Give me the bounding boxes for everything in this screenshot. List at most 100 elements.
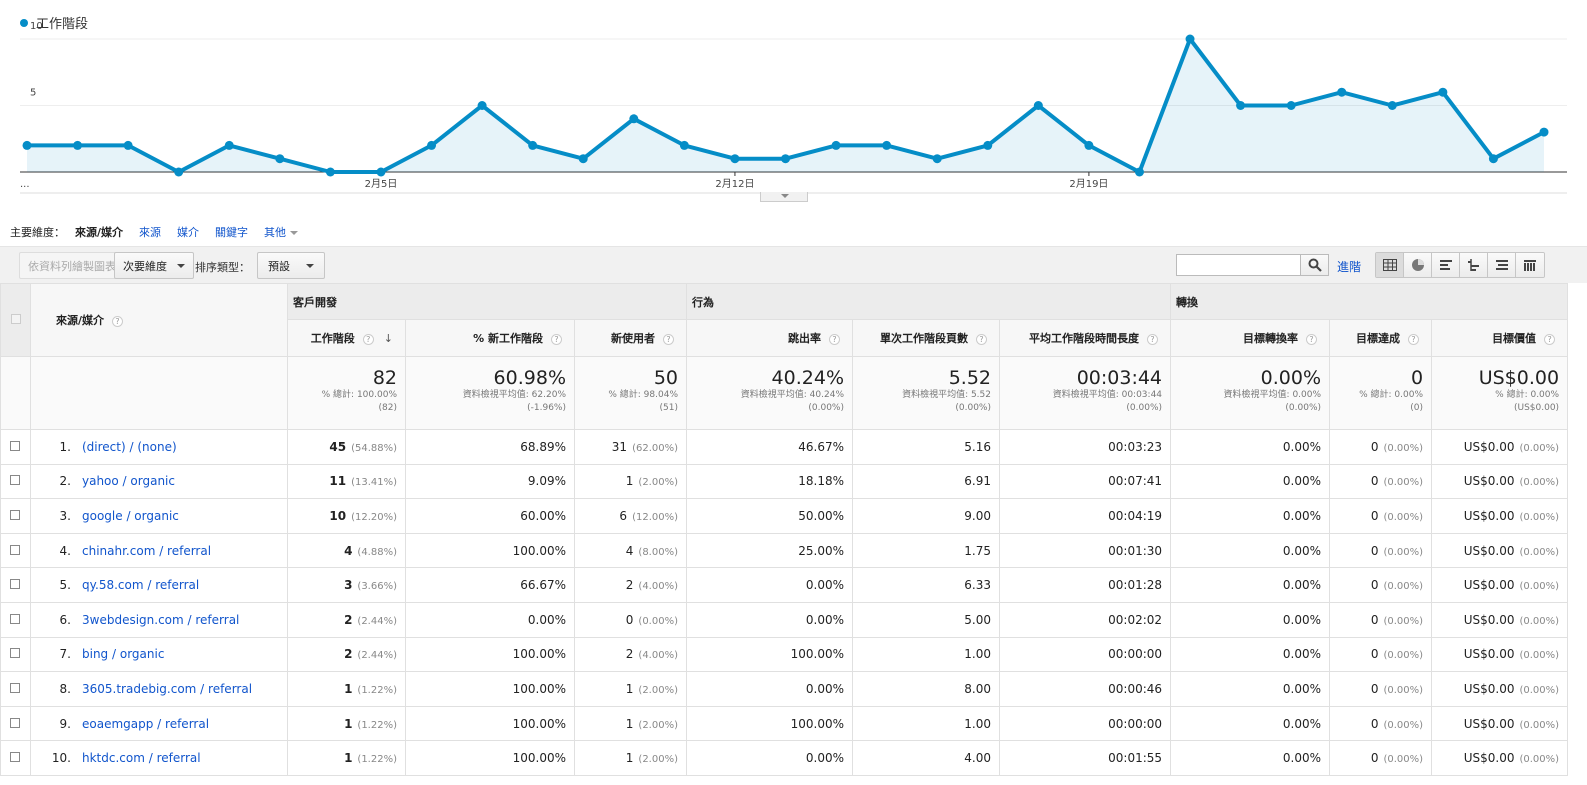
new-users-pct: (2.00%) — [638, 684, 678, 696]
row-checkbox[interactable] — [10, 682, 20, 693]
table-row: 7. bing / organic 2 (2.44%) 100.00% 2 (4.00%) 1… — [0, 636, 1569, 673]
column-header-sessions[interactable]: 工作階段? ↓ — [287, 319, 406, 357]
select-all-checkbox[interactable] — [10, 313, 21, 324]
help-icon[interactable]: ? — [551, 333, 562, 345]
data-point — [477, 101, 487, 110]
new-users-cell: 1 (2.00%) — [574, 740, 687, 776]
view-terms-button[interactable] — [1488, 253, 1516, 277]
sessions-pct: (54.88%) — [351, 442, 397, 454]
source-medium-link[interactable]: google / organic — [82, 508, 179, 523]
duration-cell: 00:07:41 — [998, 463, 1172, 500]
sessions-cell: 1 (1.22%) — [287, 671, 406, 707]
new-sessions-value: 100.00% — [512, 716, 566, 731]
row-index: 5. — [59, 578, 71, 593]
row-checkbox[interactable] — [10, 579, 20, 590]
pages-value: 4.00 — [964, 751, 991, 766]
secondary-dimension-dropdown[interactable]: 次要維度 — [114, 252, 194, 279]
dim-current: 來源/媒介 — [75, 226, 124, 239]
table-row: 9. eoaemgapp / referral 1 (1.22%) 100.00% 1 (2… — [0, 705, 1569, 742]
bounce-cell: 46.67% — [686, 429, 853, 465]
source-medium-link[interactable]: qy.58.com / referral — [82, 578, 200, 593]
goal-value-cell: US$0.00 (0.00%) — [1431, 636, 1569, 673]
view-table-button[interactable] — [1376, 253, 1404, 277]
source-medium-link[interactable]: bing / organic — [82, 647, 165, 662]
total-sub-compare: (0.00%) — [808, 403, 844, 413]
row-checkbox[interactable] — [10, 475, 20, 486]
plot-rows-button[interactable]: 依資料列繪製圖表 — [19, 252, 125, 279]
column-header-bounce-rate[interactable]: 跳出率? — [686, 319, 853, 357]
row-checkbox[interactable] — [10, 752, 20, 763]
column-header-goal-completions[interactable]: 目標達成? — [1329, 319, 1433, 357]
column-header-pages-per-session[interactable]: 單次工作階段頁數? — [852, 319, 1000, 357]
new-users-pct: (62.00%) — [632, 442, 678, 454]
row-checkbox-cell — [0, 636, 31, 673]
bounce-cell: 100.00% — [686, 705, 853, 742]
totals-dim-cell — [30, 356, 288, 430]
totals-checkbox-cell — [0, 356, 31, 430]
new-users-cell: 1 (2.00%) — [574, 705, 687, 742]
view-compare-button[interactable] — [1460, 253, 1488, 277]
x-tick-label: 2月19日 — [1069, 178, 1108, 190]
source-medium-link[interactable]: (direct) / (none) — [82, 439, 177, 454]
view-pie-button[interactable] — [1404, 253, 1432, 277]
help-icon[interactable]: ? — [829, 333, 840, 345]
source-medium-link[interactable]: 3605.tradebig.com / referral — [82, 681, 253, 696]
column-header-avg-session-duration[interactable]: 平均工作階段時間長度? — [998, 319, 1172, 357]
data-point — [1185, 34, 1195, 44]
help-icon[interactable]: ? — [663, 333, 674, 345]
source-cell: 10. hktdc.com / referral — [30, 740, 288, 776]
row-checkbox[interactable] — [10, 613, 20, 624]
conv-rate-value: 0.00% — [1282, 578, 1322, 593]
dim-link-medium[interactable]: 媒介 — [177, 226, 200, 239]
new-sessions-value: 9.09% — [527, 474, 566, 489]
help-icon[interactable]: ? — [976, 333, 987, 345]
row-checkbox[interactable] — [10, 509, 20, 520]
help-icon[interactable]: ? — [362, 333, 374, 345]
view-pivot-button[interactable] — [1516, 253, 1544, 277]
bounce-value: 18.18% — [798, 474, 844, 489]
help-icon[interactable]: ? — [1306, 333, 1318, 345]
help-icon[interactable]: ? — [1147, 333, 1159, 345]
dim-more-dropdown[interactable]: 其他 — [264, 224, 299, 240]
source-medium-link[interactable]: yahoo / organic — [82, 474, 175, 489]
help-icon[interactable]: ? — [112, 315, 124, 327]
data-point — [1337, 87, 1347, 97]
table-search-input[interactable] — [1176, 254, 1301, 276]
pages-value: 1.00 — [964, 716, 991, 731]
source-medium-link[interactable]: hktdc.com / referral — [82, 751, 201, 766]
total-sub-compare: (51) — [659, 403, 678, 413]
source-medium-link[interactable]: 3webdesign.com / referral — [82, 612, 240, 627]
sessions-value: 4 — [344, 543, 353, 558]
row-checkbox[interactable] — [10, 717, 20, 728]
sort-type-dropdown[interactable]: 預設 — [257, 252, 325, 279]
search-button[interactable] — [1300, 254, 1329, 276]
data-point — [578, 154, 588, 164]
row-checkbox[interactable] — [10, 544, 20, 555]
row-checkbox[interactable] — [10, 648, 20, 659]
column-header-goal-conversion-rate[interactable]: 目標轉換率? — [1170, 319, 1331, 357]
column-header-goal-value[interactable]: 目標價值? — [1431, 319, 1569, 357]
sort-desc-icon: ↓ — [383, 332, 393, 345]
advanced-filter-link[interactable]: 進階 — [1337, 260, 1362, 274]
sessions-cell: 4 (4.88%) — [287, 532, 406, 569]
goal-value: US$0.00 — [1463, 439, 1515, 454]
column-header-new-users[interactable]: 新使用者? — [574, 319, 687, 357]
conv-rate-cell: 0.00% — [1170, 740, 1331, 776]
dim-header[interactable]: 來源/媒介? — [30, 283, 288, 357]
new-sessions-cell: 66.67% — [405, 567, 575, 603]
source-cell: 7. bing / organic — [30, 636, 288, 673]
chart-collapse-handle[interactable] — [760, 192, 808, 202]
view-bar-button[interactable] — [1432, 253, 1460, 277]
dim-link-source[interactable]: 來源 — [139, 226, 162, 239]
pages-value: 6.91 — [964, 474, 991, 489]
dim-link-keyword[interactable]: 關鍵字 — [215, 226, 249, 239]
source-medium-link[interactable]: eoaemgapp / referral — [82, 716, 210, 731]
completions-pct: (0.00%) — [1383, 581, 1424, 593]
total-cell: 50% 總計: 98.04% (51) — [574, 356, 687, 430]
column-header-new-sessions-pct[interactable]: % 新工作階段? — [405, 319, 575, 357]
source-medium-link[interactable]: chinahr.com / referral — [82, 543, 212, 558]
help-icon[interactable]: ? — [1408, 333, 1420, 345]
row-checkbox[interactable] — [10, 440, 20, 451]
help-icon[interactable]: ? — [1544, 333, 1556, 345]
duration-cell: 00:00:46 — [998, 671, 1172, 707]
